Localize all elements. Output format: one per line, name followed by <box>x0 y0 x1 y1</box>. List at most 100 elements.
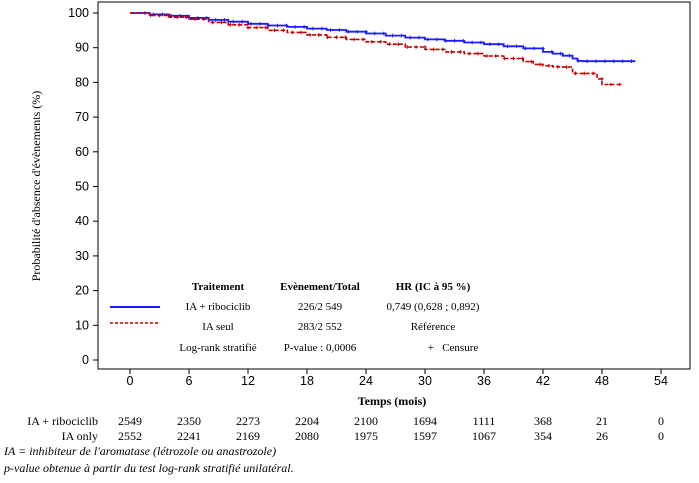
censor-mark <box>435 37 439 42</box>
y-tick-label: 80 <box>75 75 89 89</box>
x-tick-label: 18 <box>300 374 314 388</box>
censor-mark <box>352 37 356 42</box>
y-tick-label: 70 <box>75 110 89 124</box>
y-tick-label: 40 <box>75 214 89 228</box>
censor-mark <box>467 51 471 56</box>
censor-mark <box>175 15 179 19</box>
censor-mark <box>550 50 554 54</box>
censor-mark <box>414 45 418 49</box>
censor-mark <box>284 23 289 28</box>
censor-mark <box>609 82 613 87</box>
legend-label-ia-seul: IA seul <box>202 321 233 333</box>
censor-mark <box>600 77 604 81</box>
censor-mark <box>505 44 510 49</box>
censor-mark <box>603 59 607 63</box>
censor-mark <box>612 59 616 63</box>
censor-mark <box>564 65 569 69</box>
x-tick-label: 6 <box>186 374 193 388</box>
censor-mark <box>396 42 401 46</box>
censor-mark <box>361 37 365 42</box>
censor-mark <box>201 17 206 21</box>
censor-mark <box>328 28 333 32</box>
censor-mark <box>387 42 392 46</box>
y-axis-title: Probabilité d'absence d'évènements (%) <box>29 91 43 282</box>
censor-mark <box>266 23 271 28</box>
censor-mark <box>370 40 374 44</box>
censor-mark <box>514 44 519 49</box>
x-tick-label: 24 <box>359 374 373 388</box>
y-tick-label: 50 <box>75 180 89 194</box>
survival-curves <box>130 11 636 87</box>
censor-mark <box>346 29 351 34</box>
censor-mark <box>231 19 236 24</box>
censor-mark <box>426 37 430 42</box>
censor-mark <box>532 46 536 51</box>
legend-label-ribociclib: IA + ribociclib <box>186 301 251 313</box>
censor-mark <box>390 33 395 38</box>
at-risk-row-label: IA only <box>62 429 98 443</box>
censor-mark <box>496 42 501 46</box>
y-axis: 0 10 20 30 40 50 60 70 80 90 100 <box>68 6 98 367</box>
at-risk-value: 2080 <box>295 429 319 443</box>
censor-mark <box>246 25 250 30</box>
censor-mark <box>219 20 224 25</box>
censor-mark <box>440 47 445 52</box>
censor-mark <box>281 28 286 33</box>
censor-mark <box>476 51 480 56</box>
censor-mark <box>325 35 330 40</box>
at-risk-value: 2241 <box>177 429 201 443</box>
at-risk-value: 1597 <box>413 429 437 443</box>
legend-label-logrank: Log-rank stratifié <box>179 342 256 354</box>
y-tick-label: 20 <box>75 284 89 298</box>
censor-mark <box>213 18 218 22</box>
censor-mark <box>452 39 457 43</box>
at-risk-value: 2169 <box>236 429 260 443</box>
legend: Traitement Evènement/Total HR (IC à 95 %… <box>110 281 480 354</box>
x-axis-title: Temps (mois) <box>358 394 427 408</box>
at-risk-value: 2204 <box>295 414 319 428</box>
at-risk-value: 2350 <box>177 414 201 428</box>
at-risk-value: 2549 <box>118 414 142 428</box>
x-tick-label: 42 <box>536 374 550 388</box>
censor-mark <box>263 25 268 30</box>
legend-events-ia-seul: 283/2 552 <box>298 321 342 333</box>
footnote-ia-definition: IA = inhibiteur de l'aromatase (létrozol… <box>4 444 277 458</box>
legend-header-traitement: Traitement <box>192 281 245 293</box>
y-tick-label: 90 <box>75 41 89 55</box>
at-risk-value: 2552 <box>118 429 142 443</box>
censor-mark <box>555 65 560 69</box>
censor-mark <box>166 13 171 18</box>
censor-mark <box>443 39 448 43</box>
censor-mark <box>520 56 525 61</box>
censor-mark <box>337 28 342 32</box>
censor-mark <box>399 33 404 38</box>
legend-header-hr: HR (IC à 95 %) <box>396 281 471 293</box>
censor-mark <box>461 39 466 43</box>
censor-mark <box>547 63 551 68</box>
at-risk-value: 1975 <box>354 429 378 443</box>
censor-mark <box>541 46 545 51</box>
survival-curve-ribociclib <box>130 12 636 63</box>
y-tick-label: 0 <box>82 353 89 367</box>
censor-mark <box>319 26 324 31</box>
legend-pvalue: P-value : 0,0006 <box>284 342 357 354</box>
censor-mark <box>293 25 297 29</box>
x-tick-label: 54 <box>654 374 668 388</box>
censor-mark <box>373 31 377 36</box>
y-tick-label: 10 <box>75 318 89 332</box>
censor-mark <box>585 59 589 63</box>
at-risk-value: 1694 <box>413 414 437 428</box>
censor-mark <box>275 23 280 28</box>
censor-mark <box>405 45 410 49</box>
footnote-pvalue: p-value obtenue à partir du test log-ran… <box>4 461 294 475</box>
censor-mark <box>364 29 368 34</box>
censor-mark <box>458 50 463 54</box>
y-tick-label: 30 <box>75 249 89 263</box>
censor-mark <box>317 33 321 37</box>
kaplan-meier-chart: 0 10 20 30 40 50 60 70 80 90 100 0 6 12 18 24 30 36 42 48 5… <box>27 1 691 443</box>
censor-mark <box>417 35 421 40</box>
censor-mark <box>184 15 188 19</box>
survival-curve-ia-seul <box>130 12 622 86</box>
censor-mark <box>523 46 528 51</box>
plot-frame <box>97 1 691 370</box>
